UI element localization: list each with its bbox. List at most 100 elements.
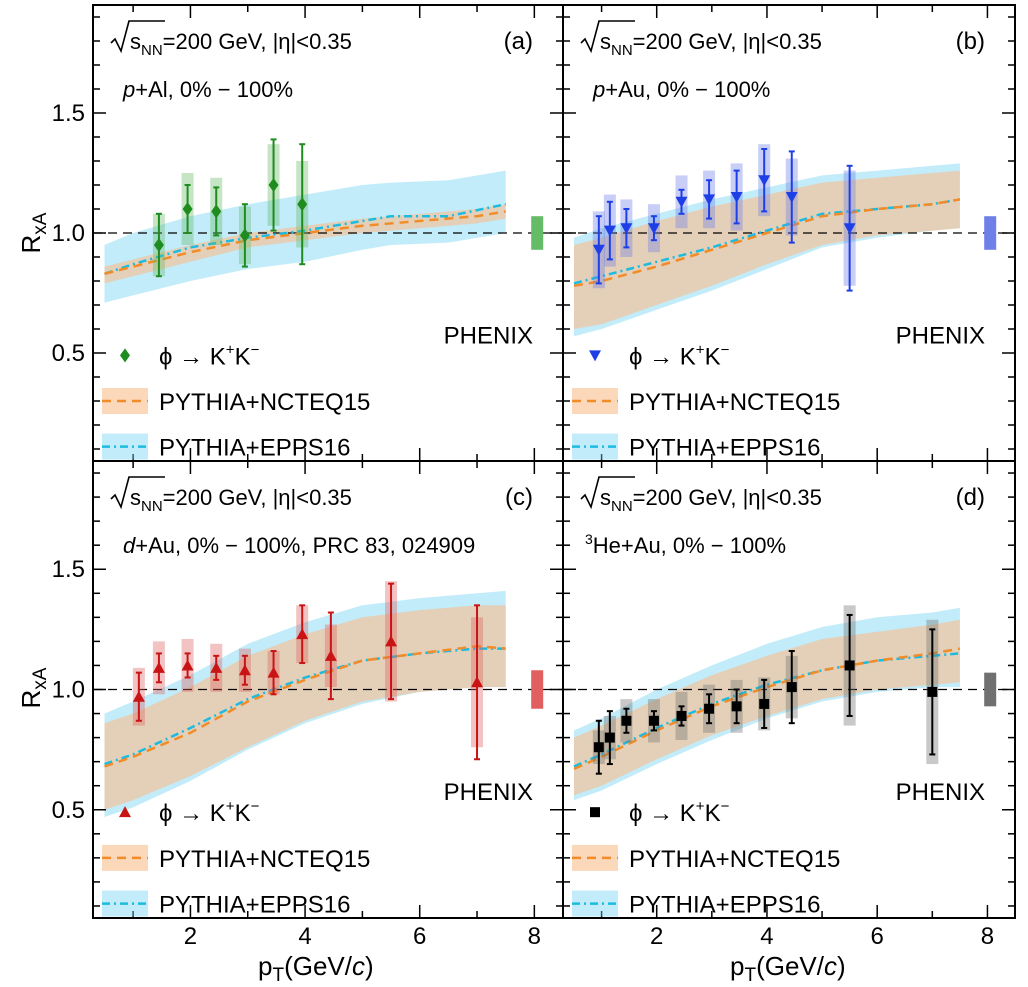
data-point (786, 682, 797, 693)
sqrt-symbol (580, 476, 635, 510)
x-axis-title-left: pT(GeV/c) (258, 951, 374, 986)
y-tick-label: 1.5 (52, 100, 85, 127)
data-point (730, 192, 743, 203)
legend-phi-label: ϕ → K+K− (159, 341, 260, 370)
ncteq15-curve (573, 198, 961, 288)
data-point (238, 664, 251, 676)
x-tick-label: 8 (981, 923, 994, 950)
legend-epps16-label: PYTHIA+EPPS16 (629, 892, 820, 919)
data-point (182, 202, 193, 216)
ticks (93, 461, 563, 918)
panel-label: (c) (505, 484, 533, 511)
data-point (843, 223, 856, 235)
data-point (603, 225, 616, 237)
legend-phi-label: ϕ → K+K− (159, 798, 260, 827)
svg-text:RxA: RxA (16, 212, 51, 253)
epps16-curve (104, 202, 506, 275)
norm-uncertainty-box (984, 672, 997, 707)
panel-label: (a) (504, 28, 533, 55)
energy-label: sNN=200 GeV, |η|<0.35 (600, 29, 822, 59)
data-point (132, 690, 145, 702)
data-point (152, 661, 165, 673)
legend-phi-label: ϕ → K+K− (629, 341, 730, 370)
data-point (758, 175, 771, 187)
ncteq15-curve (104, 210, 506, 276)
data-point (593, 742, 604, 753)
ticks (563, 461, 1015, 918)
system-label: d+Au, 0% − 100%, PRC 83, 024909 (123, 533, 475, 558)
x-tick-label: 6 (871, 923, 884, 950)
system-label: p+Al, 0% − 100% (122, 77, 293, 102)
legend-epps16-label: PYTHIA+EPPS16 (159, 435, 350, 462)
ticks (93, 5, 563, 461)
plot-area (563, 144, 1015, 337)
energy-label: sNN=200 GeV, |η|<0.35 (130, 485, 352, 515)
plot-area (93, 138, 563, 303)
phenix-label: PHENIX (444, 779, 533, 806)
norm-uncertainty-box (531, 216, 544, 250)
norm-uncertainty-box (531, 670, 544, 709)
data-point (592, 244, 605, 256)
sqrt-symbol (580, 20, 635, 54)
data-point (385, 635, 398, 647)
data-point (621, 715, 632, 726)
legend-ncteq15-label: PYTHIA+NCTEQ15 (629, 389, 840, 416)
x-tick-label: 4 (298, 923, 311, 950)
data-point (239, 228, 250, 243)
ncteq15-curve (104, 644, 506, 768)
data-point (620, 223, 633, 235)
y-axis-title-bottom: RxA (16, 667, 51, 708)
data-point (210, 661, 223, 673)
panel-a: 0.5 1.0 1.5 sNN=200 GeV, |η|<0.35 (a) p+Al, 0… (52, 4, 564, 462)
legend-marker (120, 348, 130, 363)
ncteq15-band (574, 170, 960, 329)
system-label: 3He+Au, 0% − 100% (585, 531, 786, 558)
y-axis-title-sub: xA (30, 667, 51, 690)
svg-text:RxA: RxA (16, 667, 51, 708)
y-tick-label: 0.5 (52, 340, 85, 367)
panel-c: 0.5 1.0 1.5 2 4 6 8 sNN=200 GeV, |η|<0.35 (c) d+A… (52, 460, 564, 950)
data-point (297, 197, 308, 212)
system-label: p+Au, 0% − 100% (592, 77, 770, 102)
legend-epps16-label: PYTHIA+EPPS16 (159, 892, 350, 919)
y-tick-label: 0.5 (52, 797, 85, 824)
y-axis-title-sub: xA (30, 212, 51, 235)
y-axis-title-top: RxA (16, 212, 51, 253)
data-point (927, 686, 938, 697)
panel-label: (d) (956, 484, 985, 511)
data-point (153, 238, 164, 252)
y-axis-title-main: R (16, 690, 46, 709)
legend-marker (589, 350, 601, 362)
x-tick-label: 8 (528, 923, 541, 950)
data-point (731, 701, 742, 712)
ncteq15-band (104, 204, 506, 284)
phenix-label: PHENIX (896, 322, 985, 349)
sqrt-symbol (110, 20, 165, 54)
ticks (563, 5, 1015, 461)
data-point (604, 732, 615, 743)
data-point (181, 659, 194, 671)
panel-label: (b) (956, 28, 985, 55)
data-point (844, 660, 855, 671)
panels-group: 0.5 1.0 1.5 sNN=200 GeV, |η|<0.35 (a) p+Al, 0… (52, 4, 1016, 950)
data-point (296, 628, 309, 640)
x-tick-label: 4 (760, 923, 773, 950)
data-point (759, 698, 770, 709)
data-point (211, 204, 222, 219)
data-point (267, 666, 280, 678)
y-axis-title-main: R (16, 235, 46, 254)
legend-ncteq15-label: PYTHIA+NCTEQ15 (159, 846, 370, 873)
ncteq15-curve (573, 647, 961, 771)
panel-b: sNN=200 GeV, |η|<0.35 (b) p+Au, 0% − 100% P… (562, 4, 1016, 462)
data-point (471, 676, 484, 688)
energy-label: sNN=200 GeV, |η|<0.35 (600, 485, 822, 515)
legend-phi-label: ϕ → K+K− (629, 798, 730, 827)
y-tick-label: 1.5 (52, 556, 85, 583)
epps16-curve (104, 647, 506, 766)
data-point (703, 194, 716, 206)
legend-ncteq15-label: PYTHIA+NCTEQ15 (629, 846, 840, 873)
plot-area (93, 581, 563, 817)
y-tick-label: 1.0 (52, 677, 85, 704)
norm-uncertainty-box (984, 216, 997, 250)
